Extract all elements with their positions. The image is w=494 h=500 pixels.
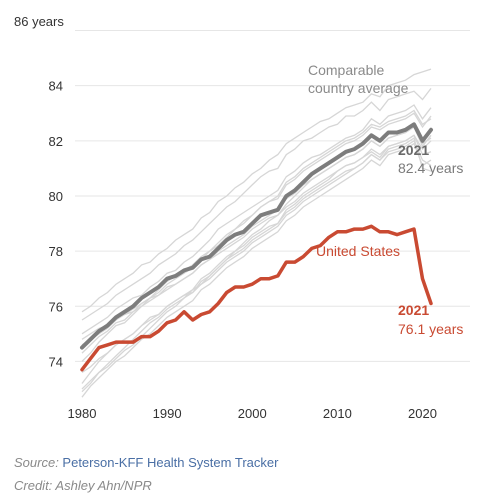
- x-tick-label: 1980: [68, 406, 97, 421]
- y-axis-unit-label: 86 years: [14, 14, 64, 29]
- comparable-average-line: [80, 122, 433, 350]
- comparable-country-line: [81, 109, 432, 354]
- y-tick-label: 84: [49, 79, 63, 94]
- comparable-country-line: [81, 68, 432, 313]
- x-tick-label: 1990: [153, 406, 182, 421]
- avg-end-value: 82.4 years: [398, 160, 463, 176]
- y-tick-label: 80: [49, 189, 63, 204]
- comparable-country-line: [81, 137, 432, 393]
- comparable-country-line: [81, 88, 432, 321]
- life-expectancy-chart: 86 years 74 76 78 80 82 84 1980 1990 2000 2010 20…: [14, 14, 470, 421]
- x-tick-labels: 1980 1990 2000 2010 2020: [68, 406, 437, 421]
- y-tick-label: 82: [49, 134, 63, 149]
- source-line: Source: Peterson-KFF Health System Track…: [14, 455, 278, 470]
- y-tick-labels: 74 76 78 80 82 84: [49, 79, 63, 370]
- avg-end-year: 2021: [398, 142, 429, 158]
- x-tick-label: 2020: [408, 406, 437, 421]
- us-label: United States: [316, 243, 400, 259]
- source-link[interactable]: Peterson-KFF Health System Tracker: [62, 455, 279, 470]
- annotations: Comparable country average 2021 82.4 yea…: [308, 62, 463, 337]
- x-tick-label: 2000: [238, 406, 267, 421]
- comparable-country-line: [81, 142, 432, 398]
- highlighted-series: [80, 122, 433, 372]
- united-states-line: [80, 224, 433, 372]
- y-tick-label: 76: [49, 299, 63, 314]
- comparable-country-line: [81, 104, 432, 335]
- comparable-country-lines: [81, 68, 432, 398]
- us-end-value: 76.1 years: [398, 321, 463, 337]
- credit-line: Credit: Ashley Ahn/NPR: [14, 478, 152, 493]
- avg-label-line1: Comparable: [308, 62, 384, 78]
- y-tick-label: 78: [49, 244, 63, 259]
- x-tick-label: 2010: [323, 406, 352, 421]
- us-end-year: 2021: [398, 302, 429, 318]
- y-tick-label: 74: [49, 354, 63, 369]
- comparable-country-line: [81, 126, 432, 346]
- avg-label-line2: country average: [308, 80, 409, 96]
- source-prefix: Source:: [14, 455, 63, 470]
